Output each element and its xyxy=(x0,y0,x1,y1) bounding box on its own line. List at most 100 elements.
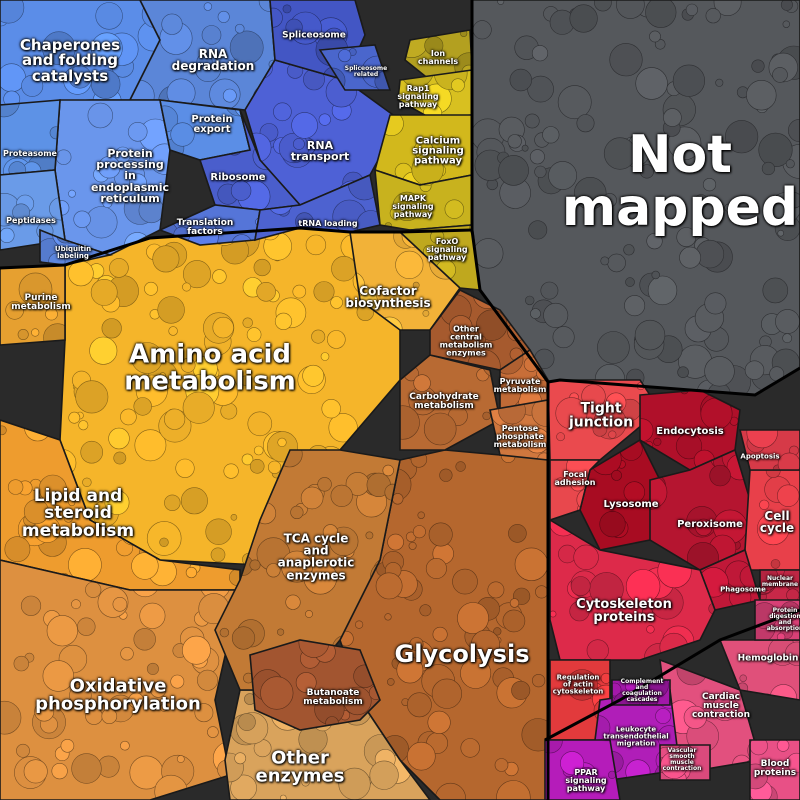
region-not-mapped[interactable] xyxy=(471,0,800,410)
region-border xyxy=(659,744,711,781)
protein-cell xyxy=(528,220,548,240)
division-boundary xyxy=(547,366,800,397)
protein-cell xyxy=(12,203,31,222)
protein-cell xyxy=(609,43,643,77)
protein-cells xyxy=(736,640,800,700)
protein-cell xyxy=(42,31,76,66)
protein-cell xyxy=(751,59,765,73)
protein-cell xyxy=(612,682,622,697)
region-complement-coagulation[interactable] xyxy=(608,673,671,718)
protein-cell xyxy=(149,143,170,175)
protein-cell xyxy=(762,277,789,304)
protein-cell xyxy=(249,458,265,474)
region-cell-cycle[interactable] xyxy=(744,464,800,571)
protein-cell xyxy=(277,628,285,636)
protein-cell xyxy=(317,477,332,492)
region-border xyxy=(544,739,621,800)
region-mapk-signaling[interactable] xyxy=(374,166,473,231)
region-ppar-signaling[interactable] xyxy=(538,728,621,800)
protein-cell xyxy=(138,197,165,224)
protein-cell xyxy=(524,113,540,129)
protein-cells xyxy=(756,470,800,569)
protein-cell xyxy=(770,559,781,569)
region-tight-junction[interactable] xyxy=(547,379,662,461)
protein-cell xyxy=(102,198,113,209)
protein-cell xyxy=(318,113,331,126)
region-border xyxy=(549,518,716,661)
region-rna-degradation[interactable] xyxy=(123,0,281,116)
region-oxidative-phosphorylation[interactable] xyxy=(0,552,247,800)
protein-cell xyxy=(424,36,444,56)
protein-cell xyxy=(277,437,287,448)
protein-cell xyxy=(672,64,706,97)
protein-cell xyxy=(42,660,75,692)
region-other-central-metabolism[interactable] xyxy=(429,280,532,383)
region-butanoate-metabolism[interactable] xyxy=(249,628,383,731)
protein-cell xyxy=(246,327,262,342)
protein-cell xyxy=(128,173,147,192)
protein-cell xyxy=(77,617,96,636)
protein-cell xyxy=(330,484,353,508)
protein-cell xyxy=(131,552,159,580)
protein-cell xyxy=(21,74,44,97)
protein-cell xyxy=(776,740,790,752)
protein-cell xyxy=(555,397,588,430)
region-endocytosis[interactable] xyxy=(630,386,741,471)
protein-cell xyxy=(78,420,89,431)
protein-cell xyxy=(423,244,436,258)
protein-cell xyxy=(51,762,68,780)
protein-cell xyxy=(60,738,75,753)
protein-cell xyxy=(663,108,682,127)
protein-cell xyxy=(87,102,114,129)
protein-cells xyxy=(760,570,800,603)
protein-cell xyxy=(18,272,53,307)
protein-cell xyxy=(85,206,118,239)
protein-cell xyxy=(5,300,24,320)
region-vascular-smooth-muscle[interactable] xyxy=(655,744,711,786)
protein-cell xyxy=(203,2,213,11)
protein-cell xyxy=(624,295,646,317)
protein-cell xyxy=(144,281,158,296)
protein-cell xyxy=(776,484,800,507)
protein-cell xyxy=(573,544,599,570)
protein-cell xyxy=(242,317,253,328)
protein-cell xyxy=(16,743,30,758)
protein-cell xyxy=(646,233,663,250)
protein-cell xyxy=(194,703,214,723)
protein-cell xyxy=(113,451,127,465)
protein-cell xyxy=(502,609,526,633)
protein-cell xyxy=(529,149,545,165)
protein-cell xyxy=(750,763,769,790)
region-border xyxy=(318,44,392,91)
protein-cell xyxy=(487,581,505,599)
protein-cell xyxy=(419,604,432,617)
protein-cell xyxy=(0,227,15,243)
protein-cell xyxy=(655,708,671,724)
protein-cell xyxy=(320,352,330,361)
protein-cell xyxy=(558,544,577,564)
protein-cell xyxy=(695,518,713,537)
protein-cell xyxy=(482,411,491,421)
protein-cell xyxy=(676,227,697,248)
division-boundary xyxy=(0,226,473,270)
protein-cell xyxy=(653,437,662,447)
protein-cell xyxy=(182,282,192,292)
protein-cell xyxy=(133,628,156,651)
region-blood-proteins[interactable] xyxy=(743,737,800,800)
protein-cell xyxy=(534,165,547,178)
protein-cell xyxy=(176,755,185,763)
protein-cell xyxy=(434,253,443,262)
region-cytoskeleton-proteins[interactable] xyxy=(549,507,720,672)
protein-cell xyxy=(782,333,793,344)
region-hemoglobin[interactable] xyxy=(718,637,800,711)
region-phagosome[interactable] xyxy=(690,548,762,611)
region-purine-metabolism[interactable] xyxy=(0,264,72,352)
protein-cell xyxy=(338,49,352,63)
protein-cell xyxy=(71,753,102,784)
protein-cell xyxy=(724,120,759,154)
protein-cell xyxy=(170,122,195,147)
region-fill xyxy=(245,60,400,205)
protein-cell xyxy=(127,122,148,142)
protein-cell xyxy=(531,45,549,62)
